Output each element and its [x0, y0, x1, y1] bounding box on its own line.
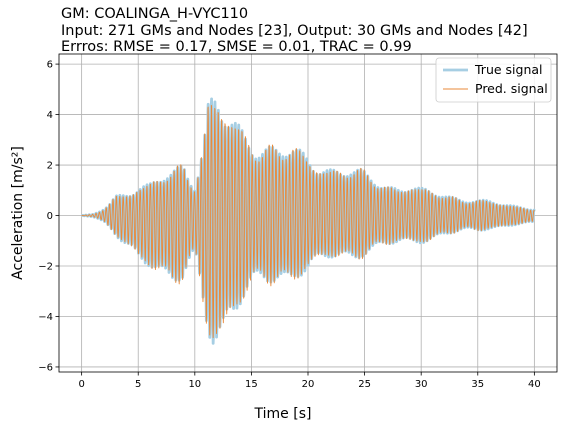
title-line-2: Input: 271 GMs and Nodes [23], Output: 3…: [61, 22, 528, 39]
y-tick-label: 6: [47, 60, 53, 71]
chart-title: GM: COALINGA_H-VYC110 Input: 271 GMs and…: [61, 6, 528, 56]
y-axis-label: Acceleration [m/s²]: [10, 146, 26, 280]
x-tick-label: 40: [528, 379, 541, 390]
x-tick-label: 30: [415, 379, 428, 390]
legend: True signal Pred. signal: [435, 57, 552, 103]
title-line-1: GM: COALINGA_H-VYC110: [61, 6, 249, 22]
y-tick-label: −4: [38, 312, 53, 323]
ticks: 0 5 10 15 20 25 30 35 40 −6 −4 −2 0 2 4 6: [38, 60, 540, 390]
series-pred-signal: [81, 104, 535, 339]
x-tick-label: 20: [302, 379, 315, 390]
x-tick-label: 25: [358, 379, 371, 390]
y-tick-label: −6: [38, 362, 53, 373]
x-tick-label: 0: [78, 379, 84, 390]
x-tick-label: 5: [135, 379, 141, 390]
x-tick-label: 15: [245, 379, 258, 390]
legend-label-true-signal: True signal: [474, 62, 543, 77]
y-tick-label: 4: [47, 110, 53, 121]
x-tick-label: 35: [471, 379, 484, 390]
series: [80, 97, 536, 345]
title-line-3: Errros: RMSE = 0.17, SMSE = 0.01, TRAC =…: [61, 39, 412, 55]
y-tick-label: 2: [47, 161, 53, 172]
y-tick-label: −2: [38, 262, 53, 273]
legend-label-pred-signal: Pred. signal: [475, 81, 548, 96]
x-tick-label: 10: [188, 379, 201, 390]
y-tick-label: 0: [47, 211, 53, 222]
x-axis-label: Time [s]: [254, 406, 312, 422]
